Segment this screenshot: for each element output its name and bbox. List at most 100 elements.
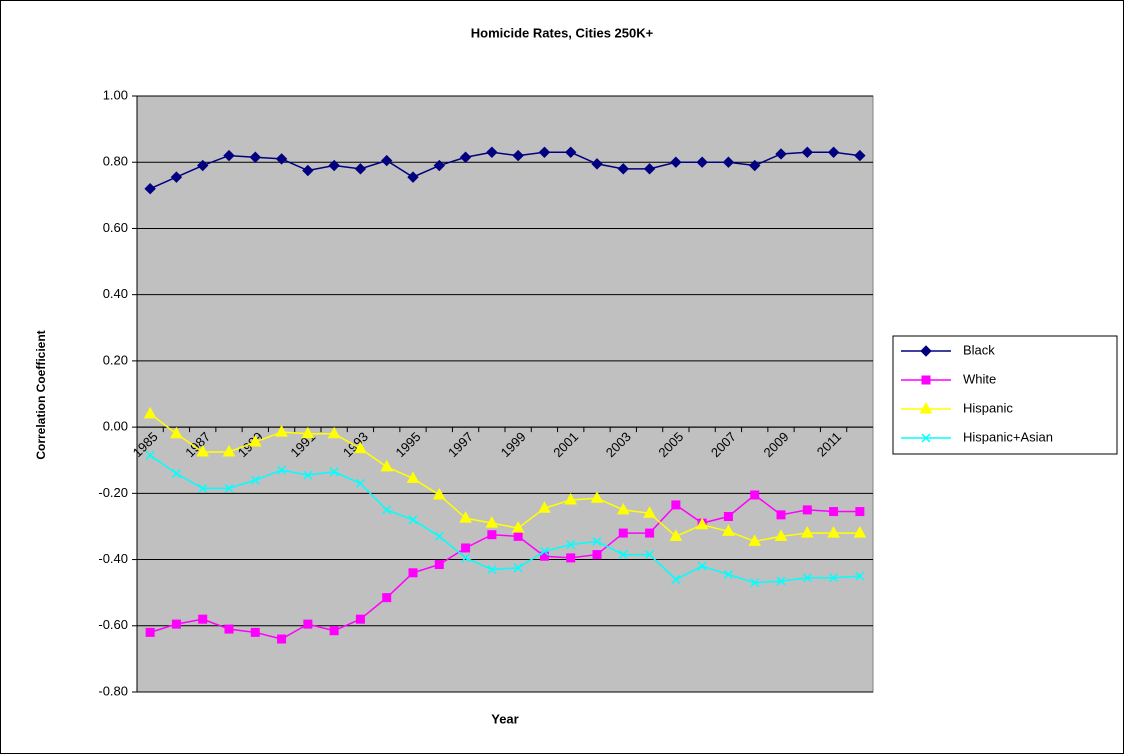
marker — [723, 569, 733, 579]
marker — [171, 468, 181, 478]
marker — [564, 492, 578, 505]
marker — [249, 151, 261, 163]
series-line — [149, 413, 860, 543]
marker — [224, 624, 234, 634]
y-tick-label: 0.00 — [103, 419, 128, 434]
marker — [382, 505, 392, 515]
marker — [487, 564, 497, 575]
y-tick-label: 0.40 — [103, 286, 128, 301]
marker — [461, 543, 471, 553]
marker — [513, 563, 523, 573]
marker — [197, 159, 209, 172]
marker — [592, 550, 602, 560]
y-tick-label: -0.40 — [98, 551, 128, 566]
marker — [302, 164, 314, 177]
marker — [145, 450, 155, 460]
marker — [432, 487, 446, 500]
y-tick-label: -0.80 — [98, 683, 128, 698]
legend-label: Hispanic+Asian — [963, 429, 1053, 444]
marker — [329, 626, 339, 636]
marker — [382, 593, 392, 603]
marker — [723, 512, 733, 522]
legend-marker — [921, 375, 931, 385]
marker — [380, 459, 394, 472]
marker — [776, 576, 786, 586]
marker — [301, 426, 315, 439]
marker — [538, 146, 551, 158]
marker — [802, 505, 812, 515]
x-axis-title: Year — [491, 711, 518, 726]
marker — [485, 516, 499, 528]
marker — [513, 531, 523, 541]
legend-label: White — [963, 371, 996, 386]
legend-marker — [920, 345, 932, 357]
marker — [802, 573, 812, 583]
marker — [697, 561, 707, 571]
marker — [486, 146, 498, 158]
legend-marker — [921, 433, 931, 443]
marker — [171, 619, 181, 629]
marker — [750, 578, 760, 588]
marker — [827, 146, 840, 158]
marker — [617, 163, 629, 175]
marker — [250, 627, 260, 637]
marker — [198, 614, 208, 624]
y-axis-title: Correlation Coefficient — [34, 330, 48, 459]
y-tick-label: -0.20 — [98, 485, 128, 500]
marker — [275, 153, 288, 165]
marker — [223, 149, 235, 162]
marker — [328, 159, 340, 172]
marker — [144, 183, 156, 195]
marker — [327, 426, 341, 439]
y-tick-label: -0.60 — [98, 617, 128, 632]
marker — [408, 515, 418, 525]
marker — [381, 154, 393, 167]
marker — [722, 524, 735, 536]
marker — [275, 425, 288, 437]
marker — [329, 467, 339, 477]
marker — [566, 553, 576, 563]
legend-label: Black — [963, 342, 995, 357]
legend-marker — [919, 401, 933, 414]
marker — [511, 521, 525, 533]
marker — [434, 531, 444, 541]
marker — [459, 511, 472, 523]
marker — [645, 550, 655, 560]
chart-title: Homicide Rates, Cities 250K+ — [471, 25, 654, 40]
marker — [671, 500, 681, 510]
series-line — [149, 454, 860, 584]
marker — [459, 151, 472, 163]
marker — [775, 148, 787, 160]
marker — [616, 502, 630, 515]
marker — [829, 507, 839, 517]
marker — [776, 510, 786, 520]
marker — [355, 478, 365, 488]
marker — [487, 530, 497, 540]
series-line — [149, 151, 860, 190]
marker — [591, 158, 603, 170]
marker — [645, 528, 655, 538]
marker — [855, 571, 865, 581]
marker — [433, 159, 445, 172]
marker — [750, 490, 760, 500]
marker — [434, 560, 444, 570]
marker — [592, 536, 602, 546]
series-line — [149, 494, 860, 640]
marker — [224, 483, 234, 493]
marker — [303, 619, 313, 629]
y-tick-label: 0.80 — [103, 154, 128, 169]
marker — [250, 475, 260, 485]
marker — [827, 526, 840, 538]
y-tick-label: 1.00 — [103, 87, 128, 102]
marker — [853, 526, 867, 538]
marker — [539, 546, 549, 556]
marker — [303, 470, 313, 480]
marker — [566, 540, 576, 550]
marker — [800, 526, 814, 538]
marker — [801, 146, 813, 158]
legend-label: Hispanic — [963, 400, 1013, 415]
marker — [618, 528, 628, 538]
marker — [143, 406, 157, 419]
marker — [461, 553, 471, 563]
